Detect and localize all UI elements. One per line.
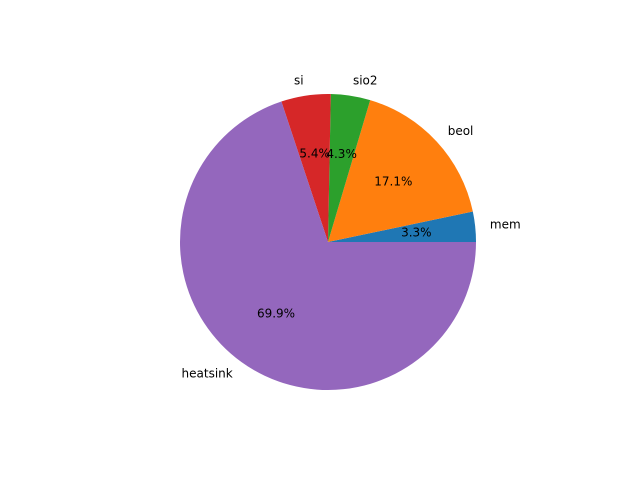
pie-slice-beol [328, 100, 473, 242]
slice-percent-si: 5.4% [299, 147, 330, 161]
slice-percent-heatsink: 69.9% [257, 307, 295, 321]
pie-slices [180, 94, 477, 391]
slice-label-beol: beol [448, 124, 474, 138]
pie-slice-si [281, 94, 331, 242]
slice-label-heatsink: heatsink [182, 367, 233, 381]
slice-percent-mem: 3.3% [401, 225, 432, 239]
slice-percent-sio2: 4.3% [326, 147, 357, 161]
slice-label-sio2: sio2 [353, 74, 378, 88]
pie-slice-sio2 [328, 94, 371, 242]
pie-slice-mem [328, 211, 476, 242]
slice-percent-beol: 17.1% [374, 174, 412, 188]
slice-label-mem: mem [490, 218, 521, 232]
slice-label-si: si [294, 74, 304, 88]
pie-slice-heatsink [180, 101, 477, 391]
pie-labels: mem 3.3% beol 17.1% sio2 4.3% si 5.4% heatsink 69… [182, 74, 521, 381]
